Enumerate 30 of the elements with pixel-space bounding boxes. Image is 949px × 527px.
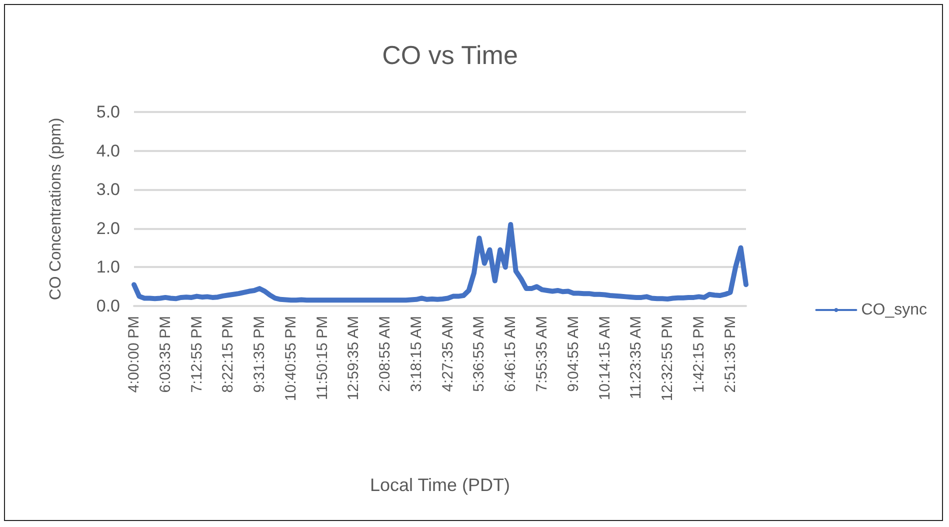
x-tick-label: 12:32:55 PM bbox=[659, 316, 676, 402]
x-tick-label: 11:23:35 AM bbox=[628, 316, 645, 400]
x-tick-label: 5:36:55 AM bbox=[470, 316, 488, 392]
x-tick-label: 3:18:15 AM bbox=[408, 316, 425, 392]
x-tick-label: 4:00:00 PM bbox=[126, 316, 142, 393]
x-tick-label: 7:12:55 PM bbox=[188, 316, 206, 393]
y-tick-label: 4.0 bbox=[96, 141, 120, 160]
x-tick-label: 10:40:55 PM bbox=[282, 316, 300, 402]
x-tick-label: 1:42:15 PM bbox=[690, 316, 708, 393]
y-tick-label: 1.0 bbox=[96, 258, 120, 277]
x-tick-label: 12:59:35 AM bbox=[345, 316, 362, 400]
y-axis-title: CO Concentrations (ppm) bbox=[48, 118, 64, 300]
y-tick-label: 5.0 bbox=[96, 102, 120, 122]
y-tick-label: 0.0 bbox=[96, 296, 120, 316]
x-tick-label: 6:03:35 PM bbox=[156, 316, 174, 393]
y-tick-label: 2.0 bbox=[96, 218, 120, 238]
x-tick-label: 8:22:15 PM bbox=[220, 316, 237, 393]
x-tick-label: 9:04:55 AM bbox=[564, 316, 582, 392]
x-tick-label: 10:14:15 AM bbox=[596, 316, 614, 400]
x-tick-label: 2:08:55 AM bbox=[376, 316, 394, 392]
x-tick-label: 11:50:15 PM bbox=[314, 316, 331, 400]
x-tick-label: 6:46:15 AM bbox=[502, 316, 520, 392]
legend-label: CO_sync bbox=[861, 302, 927, 318]
x-tick-label: 2:51:35 PM bbox=[722, 316, 739, 393]
chart-title: CO vs Time bbox=[382, 40, 518, 70]
x-tick-label: 9:31:35 PM bbox=[251, 316, 268, 393]
y-tick-label: 3.0 bbox=[96, 180, 120, 200]
x-axis-title: Local Time (PDT) bbox=[370, 475, 510, 495]
x-tick-label: 7:55:35 AM bbox=[534, 316, 550, 392]
x-tick-label: 4:27:35 AM bbox=[439, 316, 456, 392]
